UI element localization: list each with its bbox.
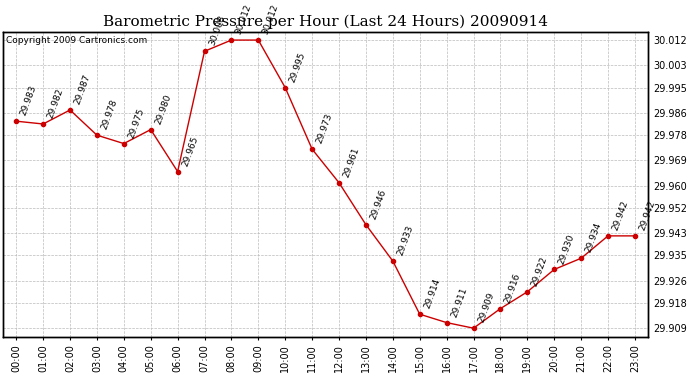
Text: 29.946: 29.946 xyxy=(368,188,388,220)
Text: 29.942: 29.942 xyxy=(638,199,657,232)
Text: 29.909: 29.909 xyxy=(476,291,495,324)
Text: Copyright 2009 Cartronics.com: Copyright 2009 Cartronics.com xyxy=(6,36,147,45)
Text: 29.995: 29.995 xyxy=(288,51,307,84)
Text: 29.978: 29.978 xyxy=(99,98,119,131)
Text: 29.911: 29.911 xyxy=(449,286,469,318)
Text: 29.930: 29.930 xyxy=(557,232,576,265)
Text: 29.922: 29.922 xyxy=(530,255,549,288)
Text: 29.916: 29.916 xyxy=(503,272,522,304)
Title: Barometric Pressure per Hour (Last 24 Hours) 20090914: Barometric Pressure per Hour (Last 24 Ho… xyxy=(103,15,548,29)
Text: 29.942: 29.942 xyxy=(611,199,630,232)
Text: 29.933: 29.933 xyxy=(395,224,415,257)
Text: 29.965: 29.965 xyxy=(180,135,199,167)
Text: 29.983: 29.983 xyxy=(19,84,38,117)
Text: 29.980: 29.980 xyxy=(153,93,172,125)
Text: 29.914: 29.914 xyxy=(422,278,442,310)
Text: 30.008: 30.008 xyxy=(207,14,226,47)
Text: 29.987: 29.987 xyxy=(73,73,92,106)
Text: 29.982: 29.982 xyxy=(46,87,65,120)
Text: 29.975: 29.975 xyxy=(126,107,146,140)
Text: 30.012: 30.012 xyxy=(234,3,253,36)
Text: 29.934: 29.934 xyxy=(584,222,603,254)
Text: 29.961: 29.961 xyxy=(342,146,361,178)
Text: 30.012: 30.012 xyxy=(261,3,280,36)
Text: 29.973: 29.973 xyxy=(315,112,334,145)
